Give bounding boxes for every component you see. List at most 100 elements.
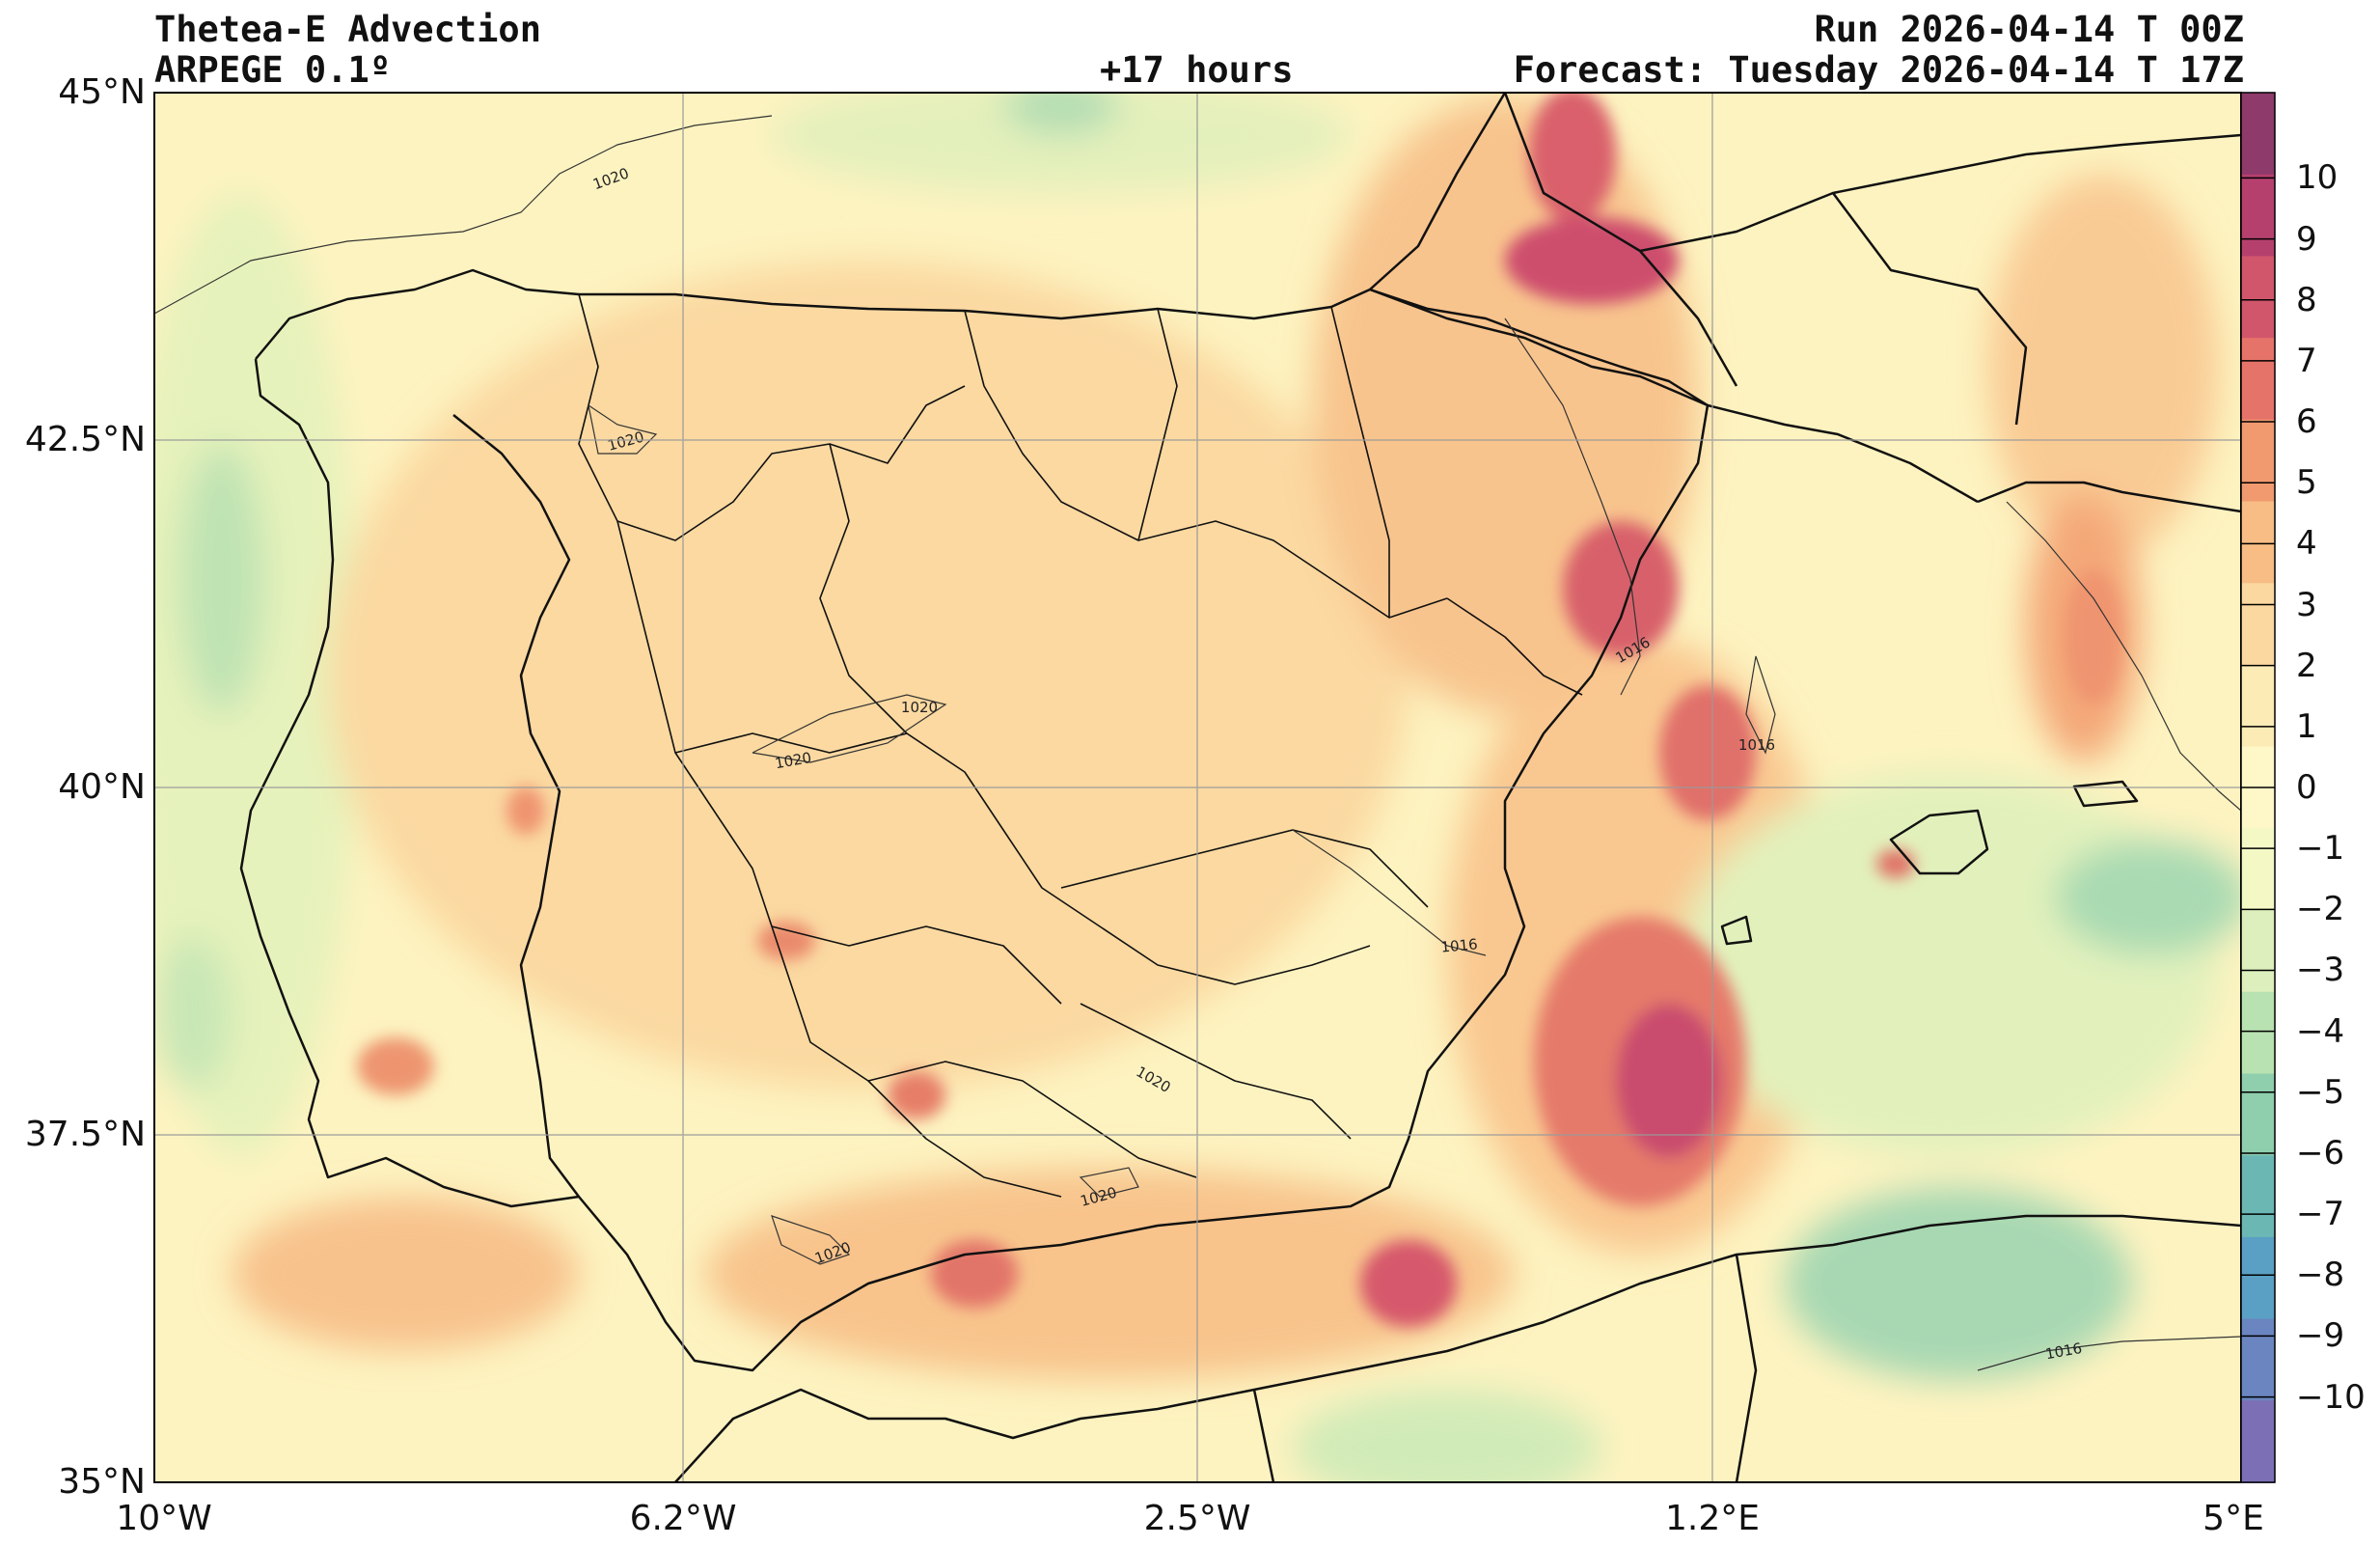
isobar-1020-south2 (771, 1215, 851, 1265)
isobar-1016-africa (1977, 1336, 2241, 1371)
field-north-atlantic (772, 93, 1351, 193)
core-alboran (1360, 1240, 1457, 1327)
portugal-border (452, 414, 580, 1198)
core-gulf-lion (2065, 569, 2122, 704)
field-north-cool (1003, 93, 1119, 135)
colorbar-tick-label: −3 (2296, 951, 2345, 990)
isobar-1020-centre (752, 694, 947, 763)
lat-tick-label: 40°N (58, 767, 146, 807)
colorbar-tick-label: −9 (2296, 1316, 2345, 1356)
field-south-cool (1293, 1390, 1601, 1482)
colorbar-tick-label: −1 (2296, 829, 2345, 869)
france-border (1369, 288, 1709, 407)
colorbar-tick-label: 2 (2296, 646, 2317, 685)
colorbar-band (2241, 93, 2275, 176)
menorca (2072, 780, 2139, 808)
lon-tick-label: 10°W (116, 1499, 212, 1538)
france-east-coast (1977, 481, 2241, 513)
lon-tick-label: 5°E (2202, 1499, 2264, 1538)
field-south-west-warm (232, 1197, 579, 1351)
isobar-1016-east (1292, 829, 1487, 956)
africa-border (1252, 1254, 1758, 1482)
colorbar-band (2241, 828, 2275, 912)
colorbar-band (2241, 1073, 2275, 1157)
colorbar-band (2241, 338, 2275, 421)
colorbar-band (2241, 256, 2275, 340)
colorbar-tick-label: 6 (2296, 402, 2317, 442)
colorbar-tick-label: 3 (2296, 585, 2317, 624)
region-boundaries (578, 293, 1583, 1198)
core-portugal-centre (506, 787, 545, 835)
colorbar-tick-label: 0 (2296, 768, 2317, 807)
isobar-1020-west (588, 404, 658, 455)
field-iberia-warm (328, 261, 1409, 1090)
colorbar-band (2241, 501, 2275, 585)
lon-tick-label: 6.2°W (629, 1499, 737, 1538)
lon-tick-label: 1.2°E (1665, 1499, 1760, 1538)
colorbar-tick-label: 8 (2296, 280, 2317, 319)
lat-tick-label: 42.5°N (24, 420, 146, 459)
map-title: Thetea-E Advection (154, 9, 541, 50)
isobar-1020-south (1079, 1167, 1139, 1198)
colorbar-tick-label: −7 (2296, 1195, 2345, 1234)
lat-tick-label: 37.5°N (24, 1115, 146, 1154)
isobar-1016-sea (1745, 655, 1776, 755)
core-balearic-west (1876, 849, 1915, 878)
lat-tick-label: 45°N (58, 72, 146, 112)
africa-coast (674, 1214, 2241, 1482)
lead-time-label: +17 hours (1100, 49, 1294, 91)
colorbar-tick-label: 1 (2296, 706, 2317, 746)
field-alboran-warm (704, 1168, 1515, 1380)
colorbar-tick-label: −4 (2296, 1011, 2345, 1051)
colorbar-band (2241, 664, 2275, 748)
field-atlantic-west (154, 193, 357, 1158)
isobar-label: 1016 (1738, 736, 1775, 754)
colorbar (2241, 93, 2275, 1483)
core-france-north (1529, 93, 1616, 222)
field-france-warm (1987, 174, 2219, 560)
core-ebro (1563, 521, 1679, 656)
field-med-cool (1679, 772, 2219, 1158)
lon-tick-label: 2.5°W (1143, 1499, 1251, 1538)
core-extremadura (757, 922, 815, 960)
colorbar-band (2241, 1318, 2275, 1402)
colorbar-tick-label: 10 (2296, 158, 2339, 198)
colorbar-band (2241, 1236, 2275, 1320)
isobar-1016-ebro (1504, 317, 1641, 696)
colorbar-tick-label: 5 (2296, 463, 2317, 503)
colorbar-tick-label: −8 (2296, 1256, 2345, 1295)
mallorca (1889, 809, 1989, 875)
isobar-label: 1020 (901, 699, 938, 716)
core-portugal-south (357, 1037, 434, 1095)
core-cordoba (888, 1071, 945, 1119)
colorbar-tick-label: 9 (2296, 219, 2317, 259)
core-france-north2 (1505, 217, 1679, 304)
model-label: ARPEGE 0.1º (154, 49, 392, 91)
run-label: Run 2026-04-14 T 00Z (1814, 9, 2244, 50)
field-atlantic-cool2 (154, 936, 232, 1090)
colorbar-tick-label: −2 (2296, 890, 2345, 929)
colorbar-band (2241, 910, 2275, 993)
colorbar-band (2241, 1400, 2275, 1483)
field-atlantic-cool (178, 444, 265, 714)
colorbar-band (2241, 991, 2275, 1075)
colorbar-tick-label: −5 (2296, 1072, 2345, 1112)
france-internal (1503, 93, 2241, 426)
colorbar-tick-label: 4 (2296, 524, 2317, 564)
colorbar-band (2241, 419, 2275, 503)
isobar-label: 1016 (1440, 935, 1479, 955)
core-valencia-sea (1659, 685, 1756, 820)
colorbar-band (2241, 1155, 2275, 1238)
colorbar-tick-label: −6 (2296, 1133, 2345, 1173)
colorbar-band (2241, 583, 2275, 666)
colorbar-tick-label: −10 (2296, 1377, 2366, 1417)
field-algeria-cool (1785, 1187, 2132, 1380)
colorbar-band (2241, 174, 2275, 258)
isobar-1020-north (154, 115, 773, 315)
core-east-sea2 (1616, 1004, 1722, 1158)
lat-tick-label: 35°N (58, 1462, 146, 1502)
isobar-1016-france (2006, 501, 2241, 812)
colorbar-tick-label: 7 (2296, 341, 2317, 380)
field-balearic-cool (2055, 840, 2241, 955)
